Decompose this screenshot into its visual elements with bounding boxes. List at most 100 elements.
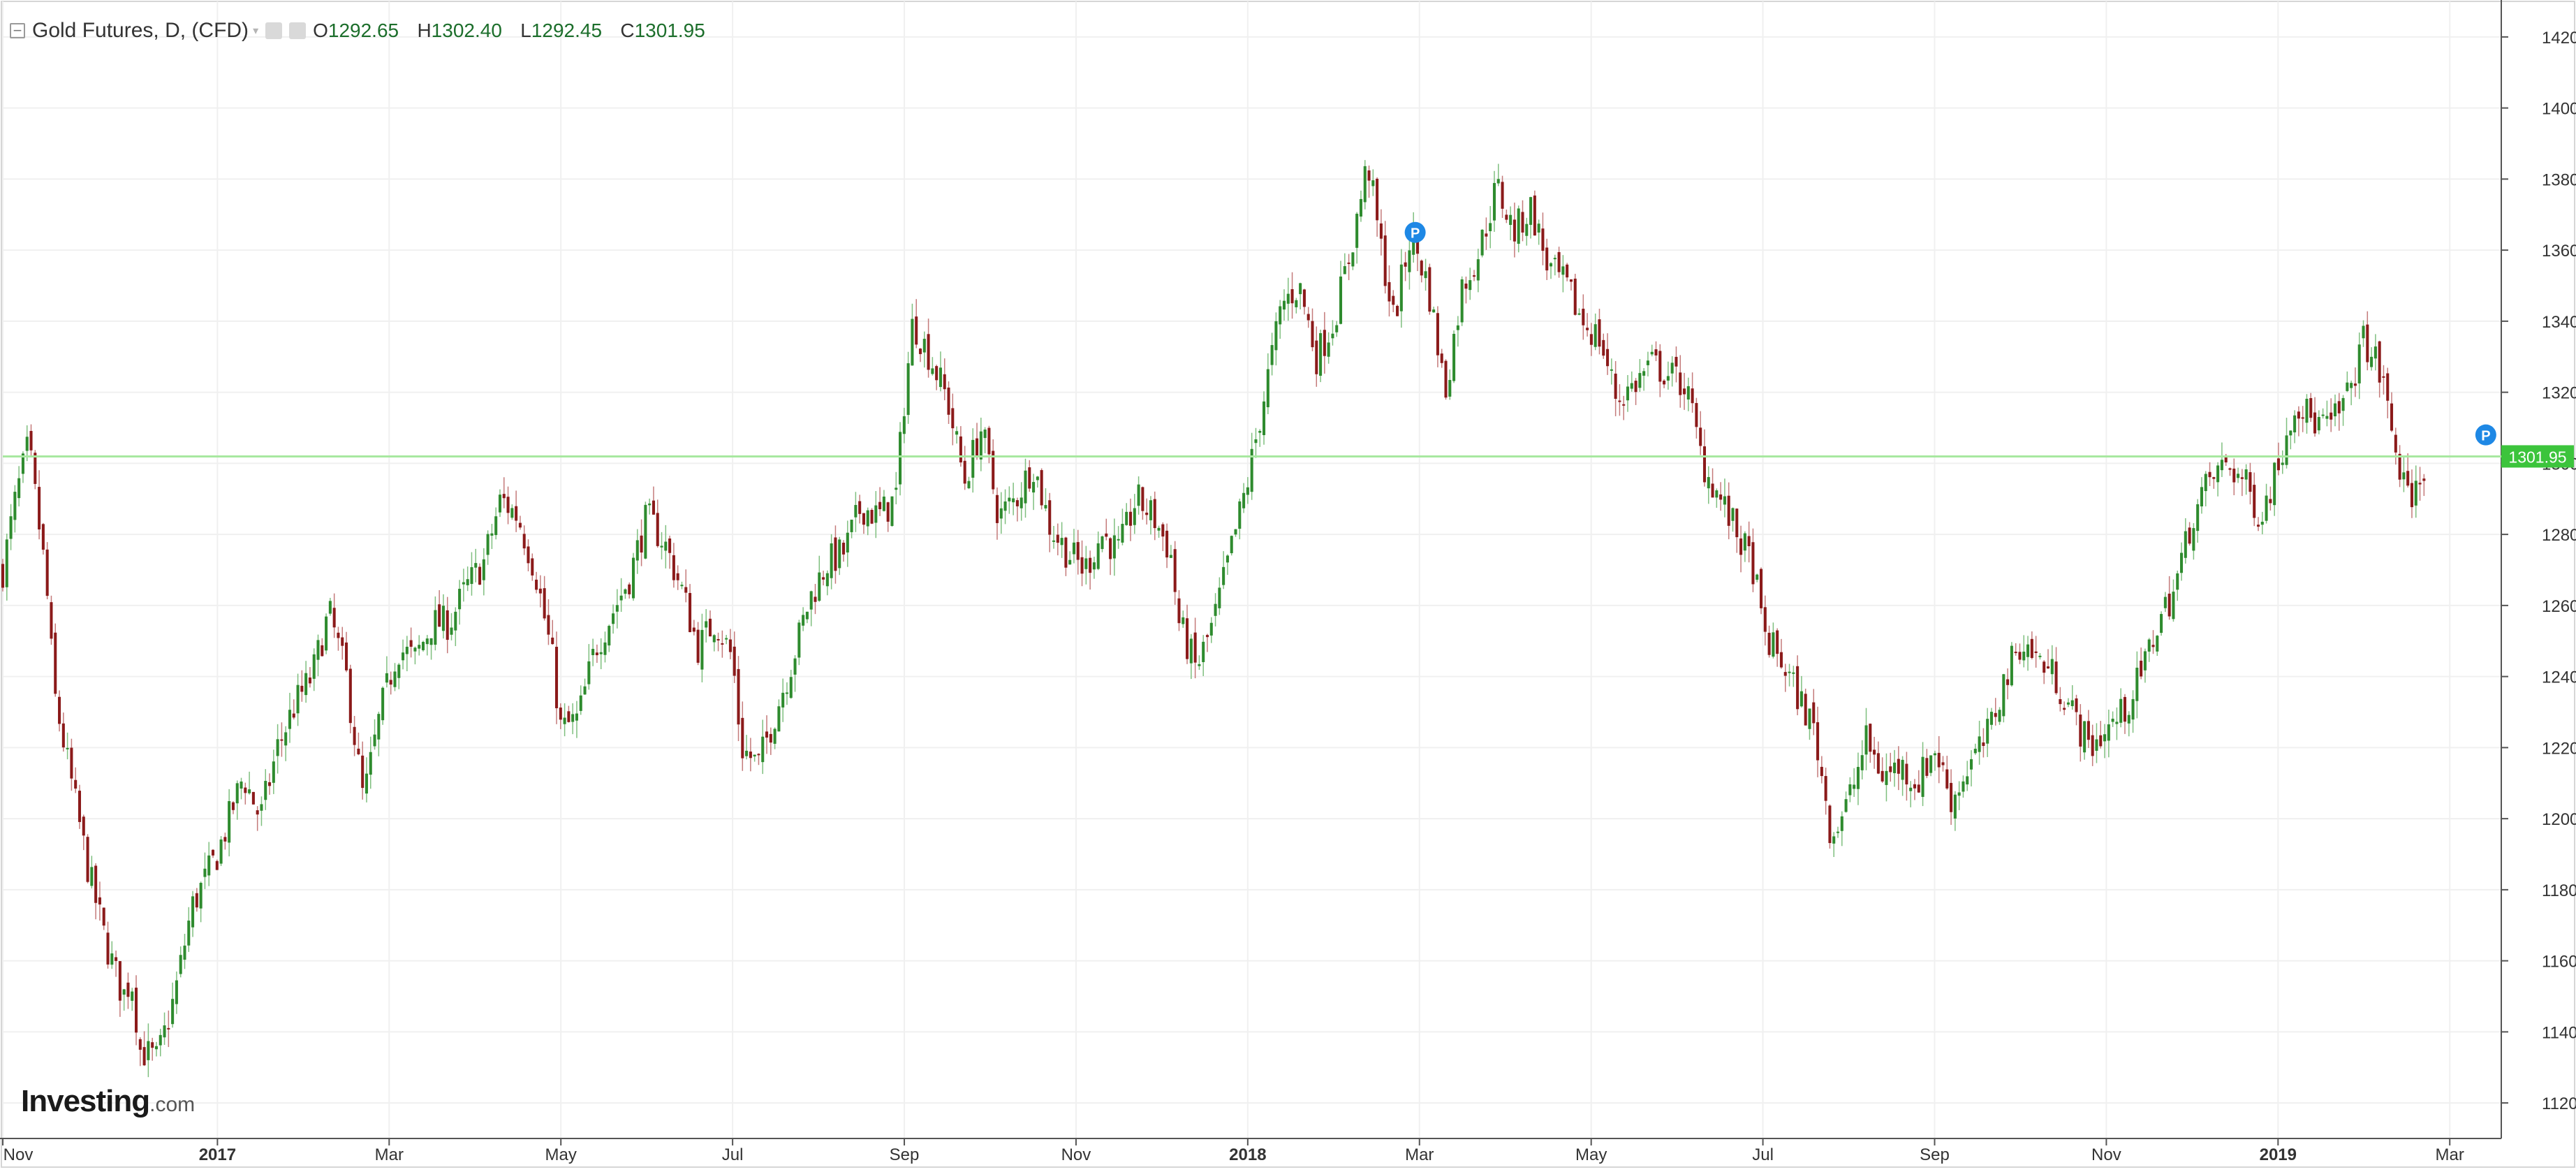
- candle-body: [1824, 776, 1827, 801]
- candle-body: [1290, 289, 1294, 304]
- candle-body: [579, 695, 582, 711]
- candle-body: [1602, 339, 1605, 356]
- candle-body: [1246, 487, 1249, 495]
- candle-body: [115, 957, 118, 961]
- candle-body: [785, 692, 789, 694]
- candle-body: [1666, 376, 1670, 381]
- candle-body: [256, 810, 259, 815]
- candle-body: [1783, 672, 1787, 676]
- candle-body: [498, 495, 502, 513]
- candle-body: [955, 431, 959, 435]
- event-marker-icon[interactable]: [1404, 221, 1426, 243]
- candle-body: [1242, 492, 1246, 508]
- candle-body: [676, 573, 679, 580]
- candle-body: [1456, 325, 1459, 330]
- candle-body: [1840, 816, 1843, 831]
- candle-body: [725, 638, 728, 640]
- candle-body: [1731, 508, 1735, 521]
- event-marker-icon[interactable]: [2475, 424, 2496, 446]
- eye-icon[interactable]: [265, 22, 283, 39]
- candle-body: [1937, 752, 1941, 768]
- candle-body: [1889, 766, 1892, 772]
- x-tick-label: 2019: [2260, 1145, 2297, 1164]
- candle-body: [745, 750, 749, 756]
- chevron-down-icon[interactable]: ▾: [253, 25, 259, 37]
- candle-body: [1917, 784, 1920, 793]
- investing-logo[interactable]: Investing.com: [21, 1084, 195, 1119]
- candle-body: [2054, 661, 2058, 694]
- candle-body: [543, 588, 546, 619]
- candle-body: [2083, 721, 2086, 753]
- candle-body: [510, 508, 514, 518]
- candle-body: [300, 685, 304, 692]
- candle-body: [1586, 328, 1589, 330]
- candle-body: [992, 451, 995, 490]
- candle-body: [608, 626, 611, 646]
- candle-body: [1145, 512, 1149, 515]
- candle-body: [1735, 508, 1739, 538]
- candle-body: [1638, 373, 1642, 388]
- candle-body: [1501, 182, 1504, 209]
- candle-body: [2402, 472, 2406, 480]
- candle-body: [1893, 762, 1897, 773]
- candle-body: [1448, 380, 1452, 397]
- candle-body: [1319, 333, 1323, 376]
- candle-body: [1444, 360, 1448, 398]
- candle-body: [1250, 448, 1253, 492]
- candle-body: [587, 661, 591, 684]
- candle-body: [280, 739, 284, 741]
- candle-body: [1541, 228, 1545, 251]
- candle-body: [947, 387, 950, 415]
- candle-body: [1642, 371, 1646, 376]
- candle-body: [689, 593, 692, 633]
- candle-body: [1856, 767, 1860, 789]
- candle-body: [741, 717, 744, 759]
- candle-body: [2406, 471, 2410, 486]
- candle-body: [963, 460, 966, 484]
- candle-body: [1101, 536, 1104, 550]
- candle-body: [1751, 542, 1755, 585]
- candle-body: [1060, 538, 1063, 545]
- candle-body: [1707, 477, 1710, 489]
- candle-body: [716, 638, 720, 640]
- candle-body: [2265, 495, 2268, 521]
- candle-body: [466, 579, 469, 585]
- candle-body: [34, 453, 37, 484]
- candle-body: [1832, 836, 1836, 844]
- candle-body: [551, 637, 554, 645]
- settings-icon[interactable]: [289, 22, 307, 39]
- candle-body: [2325, 416, 2329, 419]
- candle-body: [2350, 383, 2353, 388]
- candle-body: [2010, 645, 2013, 686]
- candle-body: [2212, 477, 2216, 479]
- candle-body: [2378, 341, 2381, 383]
- candle-body: [1020, 497, 1023, 508]
- candle-body: [470, 567, 473, 585]
- instrument-title[interactable]: Gold Futures, D, (CFD): [32, 19, 249, 42]
- y-tick-label: 1220.00: [2542, 739, 2576, 758]
- candle-body: [1464, 284, 1468, 289]
- candle-body: [648, 503, 652, 506]
- candle-body: [1335, 325, 1339, 332]
- collapse-legend-button[interactable]: −: [10, 23, 25, 38]
- candle-body: [987, 427, 991, 455]
- candle-body: [1776, 630, 1779, 654]
- candle-body: [1295, 300, 1298, 307]
- candle-body: [1594, 324, 1597, 347]
- candle-body: [531, 558, 534, 576]
- candle-body: [1307, 314, 1310, 321]
- candle-body: [2330, 412, 2333, 420]
- candle-body: [1072, 542, 1075, 555]
- candle-body: [2107, 724, 2110, 741]
- candle-body: [1598, 319, 1601, 347]
- candle-body: [1812, 702, 1816, 724]
- candle-body: [660, 545, 663, 548]
- candle-body: [1533, 195, 1536, 236]
- candle-body: [1549, 263, 1553, 267]
- candle-body: [866, 510, 869, 527]
- candle-body: [1157, 527, 1161, 531]
- candle-body: [2091, 735, 2094, 756]
